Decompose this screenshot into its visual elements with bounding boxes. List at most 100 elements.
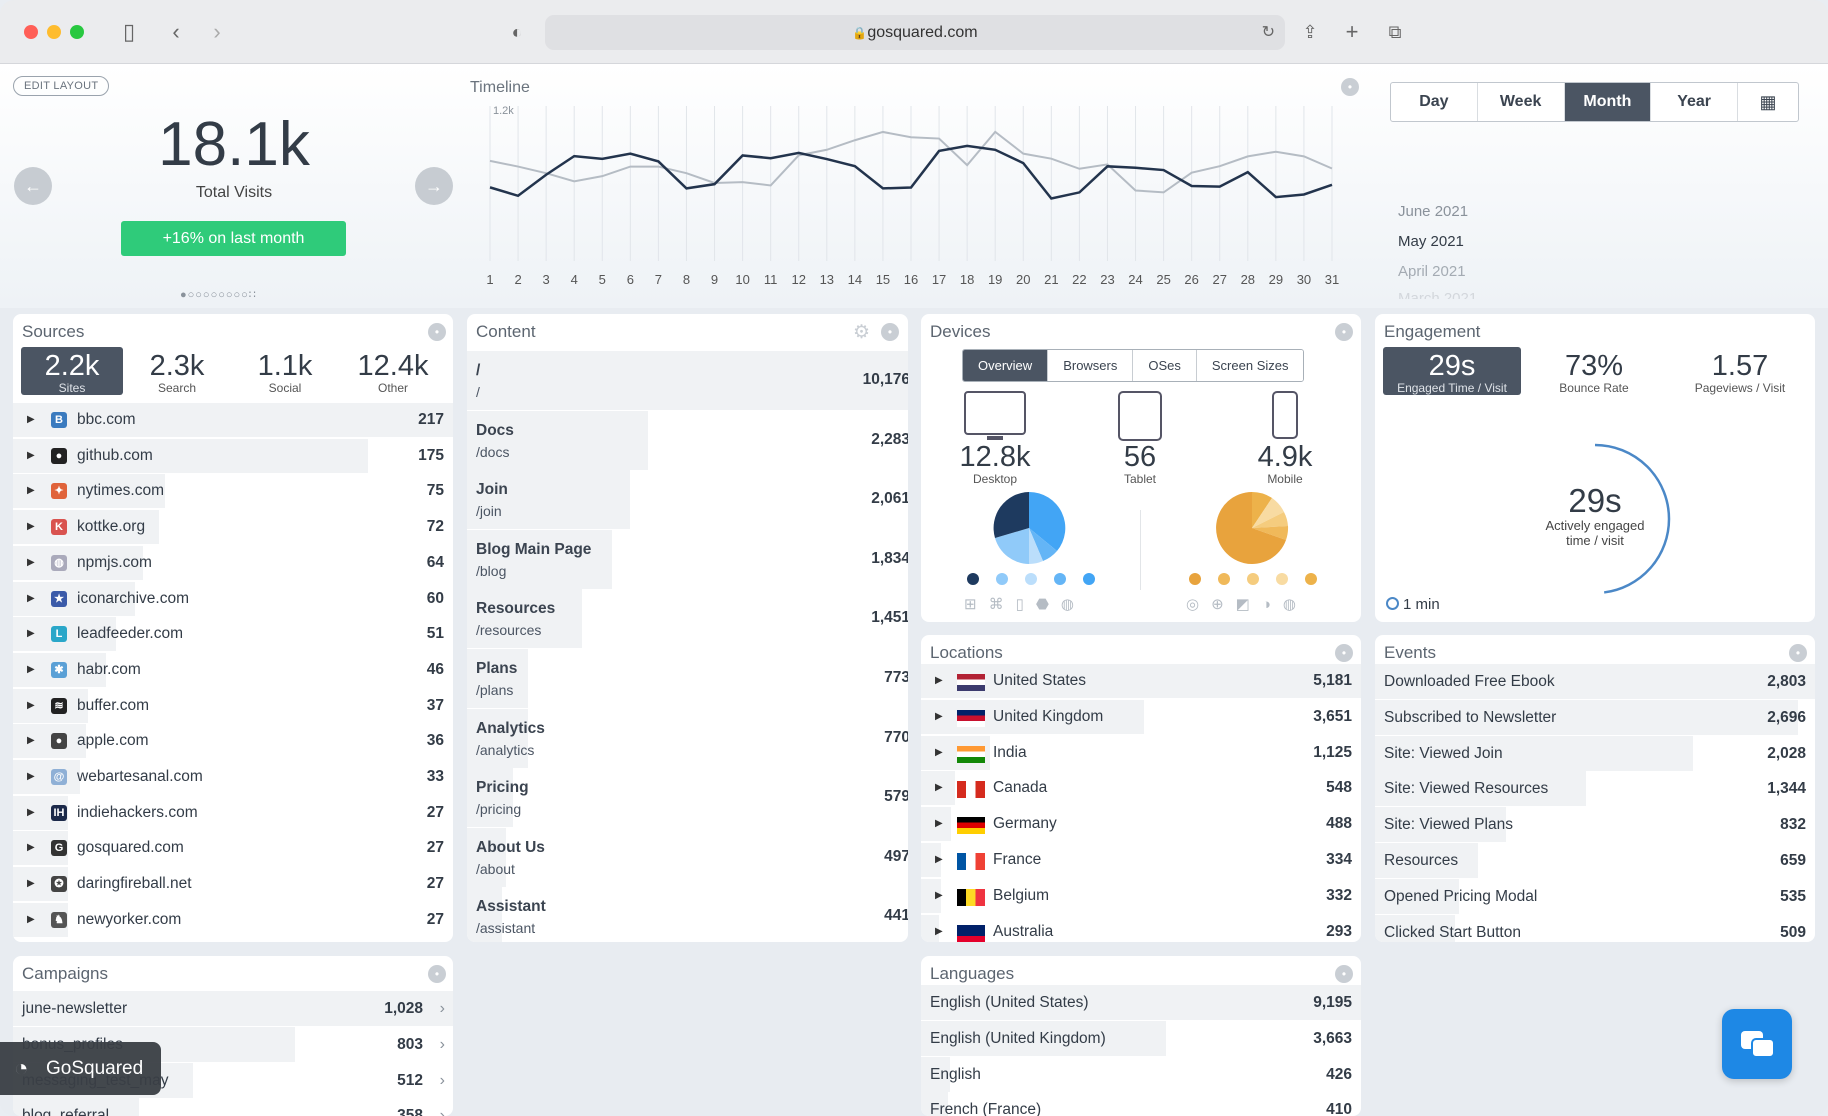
source-stat-search[interactable]: 2.3k Search (123, 347, 231, 395)
source-stat-other[interactable]: 12.4k Other (339, 347, 447, 395)
new-tab-icon[interactable]: + (1345, 19, 1359, 44)
expand-icon[interactable]: ▶ (935, 889, 943, 901)
month-option[interactable]: June 2021 (1398, 203, 1469, 220)
source-row[interactable]: ▶ ★ iconarchive.com 60 (13, 581, 453, 616)
expand-icon[interactable]: ▶ (935, 710, 943, 722)
event-row[interactable]: Site: Viewed Resources 1,344 (1375, 771, 1815, 807)
languages-options-icon[interactable]: • (1335, 965, 1353, 983)
location-row[interactable]: ▶ Australia 293 (921, 914, 1361, 942)
expand-icon[interactable]: ▶ (935, 746, 943, 758)
tab-oses[interactable]: OSes (1133, 350, 1197, 381)
timeline-options-icon[interactable]: • (1341, 78, 1359, 96)
event-row[interactable]: Site: Viewed Join 2,028 (1375, 735, 1815, 771)
month-option[interactable]: March 2021 (1398, 290, 1478, 299)
location-row[interactable]: ▶ United States 5,181 (921, 664, 1361, 698)
expand-icon[interactable]: ▶ (27, 414, 35, 425)
calendar-icon[interactable]: ▦ (1759, 92, 1777, 112)
campaign-row[interactable]: june-newsletter 1,028 › (13, 991, 453, 1026)
expand-icon[interactable]: ▶ (27, 628, 35, 640)
location-row[interactable]: ▶ India 1,125 (921, 735, 1361, 770)
content-settings-icon[interactable]: ⚙ (853, 322, 871, 343)
language-row[interactable]: English (United States) 9,195 (921, 985, 1361, 1020)
expand-icon[interactable]: ▶ (935, 818, 943, 830)
chat-launcher-button[interactable] (1722, 1009, 1792, 1079)
source-stat-social[interactable]: 1.1k Social (231, 347, 339, 395)
content-row[interactable]: Join/join 2,061 (467, 470, 908, 530)
location-row[interactable]: ▶ Canada 548 (921, 771, 1361, 806)
expand-icon[interactable]: ▶ (27, 699, 35, 711)
expand-icon[interactable]: ▶ (27, 592, 35, 604)
content-row[interactable]: Plans/plans 773 (467, 649, 908, 708)
carousel-dots[interactable]: ●○○○○○○○○∷ (180, 289, 257, 301)
location-row[interactable]: ▶ Germany 488 (921, 807, 1361, 842)
period-day-button[interactable]: Day (1391, 83, 1478, 121)
engagement-stat[interactable]: 29s Engaged Time / Visit (1383, 347, 1521, 395)
expand-icon[interactable]: ▶ (27, 878, 35, 890)
source-row[interactable]: ▶ ✱ habr.com 46 (13, 652, 453, 687)
engagement-stat[interactable]: 73% Bounce Rate (1521, 347, 1667, 395)
forward-icon[interactable]: › (213, 19, 221, 44)
expand-icon[interactable]: ▶ (935, 782, 943, 794)
source-row[interactable]: ▶ ♞ newyorker.com 27 (13, 902, 453, 937)
expand-icon[interactable]: ▶ (27, 735, 35, 747)
expand-icon[interactable]: ▶ (27, 556, 35, 568)
source-row[interactable]: ▶ ≋ buffer.com 37 (13, 688, 453, 723)
event-row[interactable]: Site: Viewed Plans 832 (1375, 807, 1815, 843)
content-row[interactable]: Resources/resources 1,451 (467, 589, 908, 649)
source-row[interactable]: ▶ ◍ npmjs.com 64 (13, 545, 453, 580)
content-row[interactable]: Blog Main Page/blog 1,834 (467, 529, 908, 589)
event-row[interactable]: Resources 659 (1375, 843, 1815, 878)
source-row[interactable]: ▶ ✪ daringfireball.net 27 (13, 867, 453, 902)
expand-icon[interactable]: ▶ (935, 854, 943, 865)
expand-icon[interactable]: ▶ (935, 675, 943, 686)
tab-overview[interactable]: Overview (963, 350, 1049, 381)
content-row[interactable]: Assistant/assistant 441 (467, 887, 908, 942)
content-options-icon[interactable]: • (881, 323, 899, 341)
back-icon[interactable]: ‹ (172, 19, 180, 44)
minimize-window-button[interactable] (47, 25, 61, 39)
source-row[interactable]: ▶ @ webartesanal.com 33 (13, 760, 453, 794)
language-row[interactable]: English (United Kingdom) 3,663 (921, 1020, 1361, 1056)
expand-icon[interactable]: ▶ (27, 842, 35, 854)
address-bar[interactable]: 🔒gosquared.com ↻ (545, 15, 1285, 50)
content-row[interactable]: About Us/about 497 (467, 827, 908, 887)
reload-icon[interactable]: ↻ (1261, 24, 1275, 41)
expand-icon[interactable]: ▶ (27, 806, 35, 818)
expand-icon[interactable]: ▶ (27, 663, 35, 675)
expand-icon[interactable]: ▶ (27, 485, 35, 497)
expand-icon[interactable]: ▶ (27, 449, 35, 461)
event-row[interactable]: Downloaded Free Ebook 2,803 (1375, 664, 1815, 699)
chevron-right-icon[interactable]: › (439, 1071, 445, 1089)
gosquared-brand-badge[interactable]: ◔ GoSquared (0, 1042, 161, 1095)
content-row[interactable]: Docs/docs 2,283 (467, 410, 908, 470)
chevron-right-icon[interactable]: › (439, 1035, 445, 1053)
expand-icon[interactable]: ▶ (27, 771, 35, 782)
source-row[interactable]: ▶ ✦ nytimes.com 75 (13, 474, 453, 509)
devices-options-icon[interactable]: • (1335, 323, 1353, 341)
expand-icon[interactable]: ▶ (935, 925, 943, 937)
location-row[interactable]: ▶ France 334 (921, 843, 1361, 877)
tab-screen-sizes[interactable]: Screen Sizes (1196, 350, 1304, 381)
campaigns-options-icon[interactable]: • (428, 965, 446, 983)
language-row[interactable]: French (France) 410 (921, 1092, 1361, 1116)
zoom-window-button[interactable] (70, 25, 84, 39)
events-options-icon[interactable]: • (1789, 644, 1807, 662)
content-row[interactable]: / / 10,176 (467, 351, 908, 410)
tab-browsers[interactable]: Browsers (1048, 350, 1134, 381)
locations-options-icon[interactable]: • (1335, 644, 1353, 662)
period-month-button[interactable]: Month (1564, 83, 1652, 121)
engagement-stat[interactable]: 1.57 Pageviews / Visit (1667, 347, 1813, 395)
location-row[interactable]: ▶ United Kingdom 3,651 (921, 699, 1361, 734)
privacy-shield-icon[interactable]: ◐ (511, 22, 523, 42)
event-row[interactable]: Subscribed to Newsletter 2,696 (1375, 699, 1815, 735)
source-stat-sites[interactable]: 2.2k Sites (21, 347, 123, 395)
language-row[interactable]: English 426 (921, 1056, 1361, 1092)
location-row[interactable]: ▶ Belgium 332 (921, 878, 1361, 913)
content-row[interactable]: Analytics/analytics 770 (467, 708, 908, 768)
month-option-selected[interactable]: May 2021 (1398, 233, 1464, 250)
edit-layout-button[interactable]: EDIT LAYOUT (13, 76, 110, 96)
close-window-button[interactable] (24, 25, 38, 39)
